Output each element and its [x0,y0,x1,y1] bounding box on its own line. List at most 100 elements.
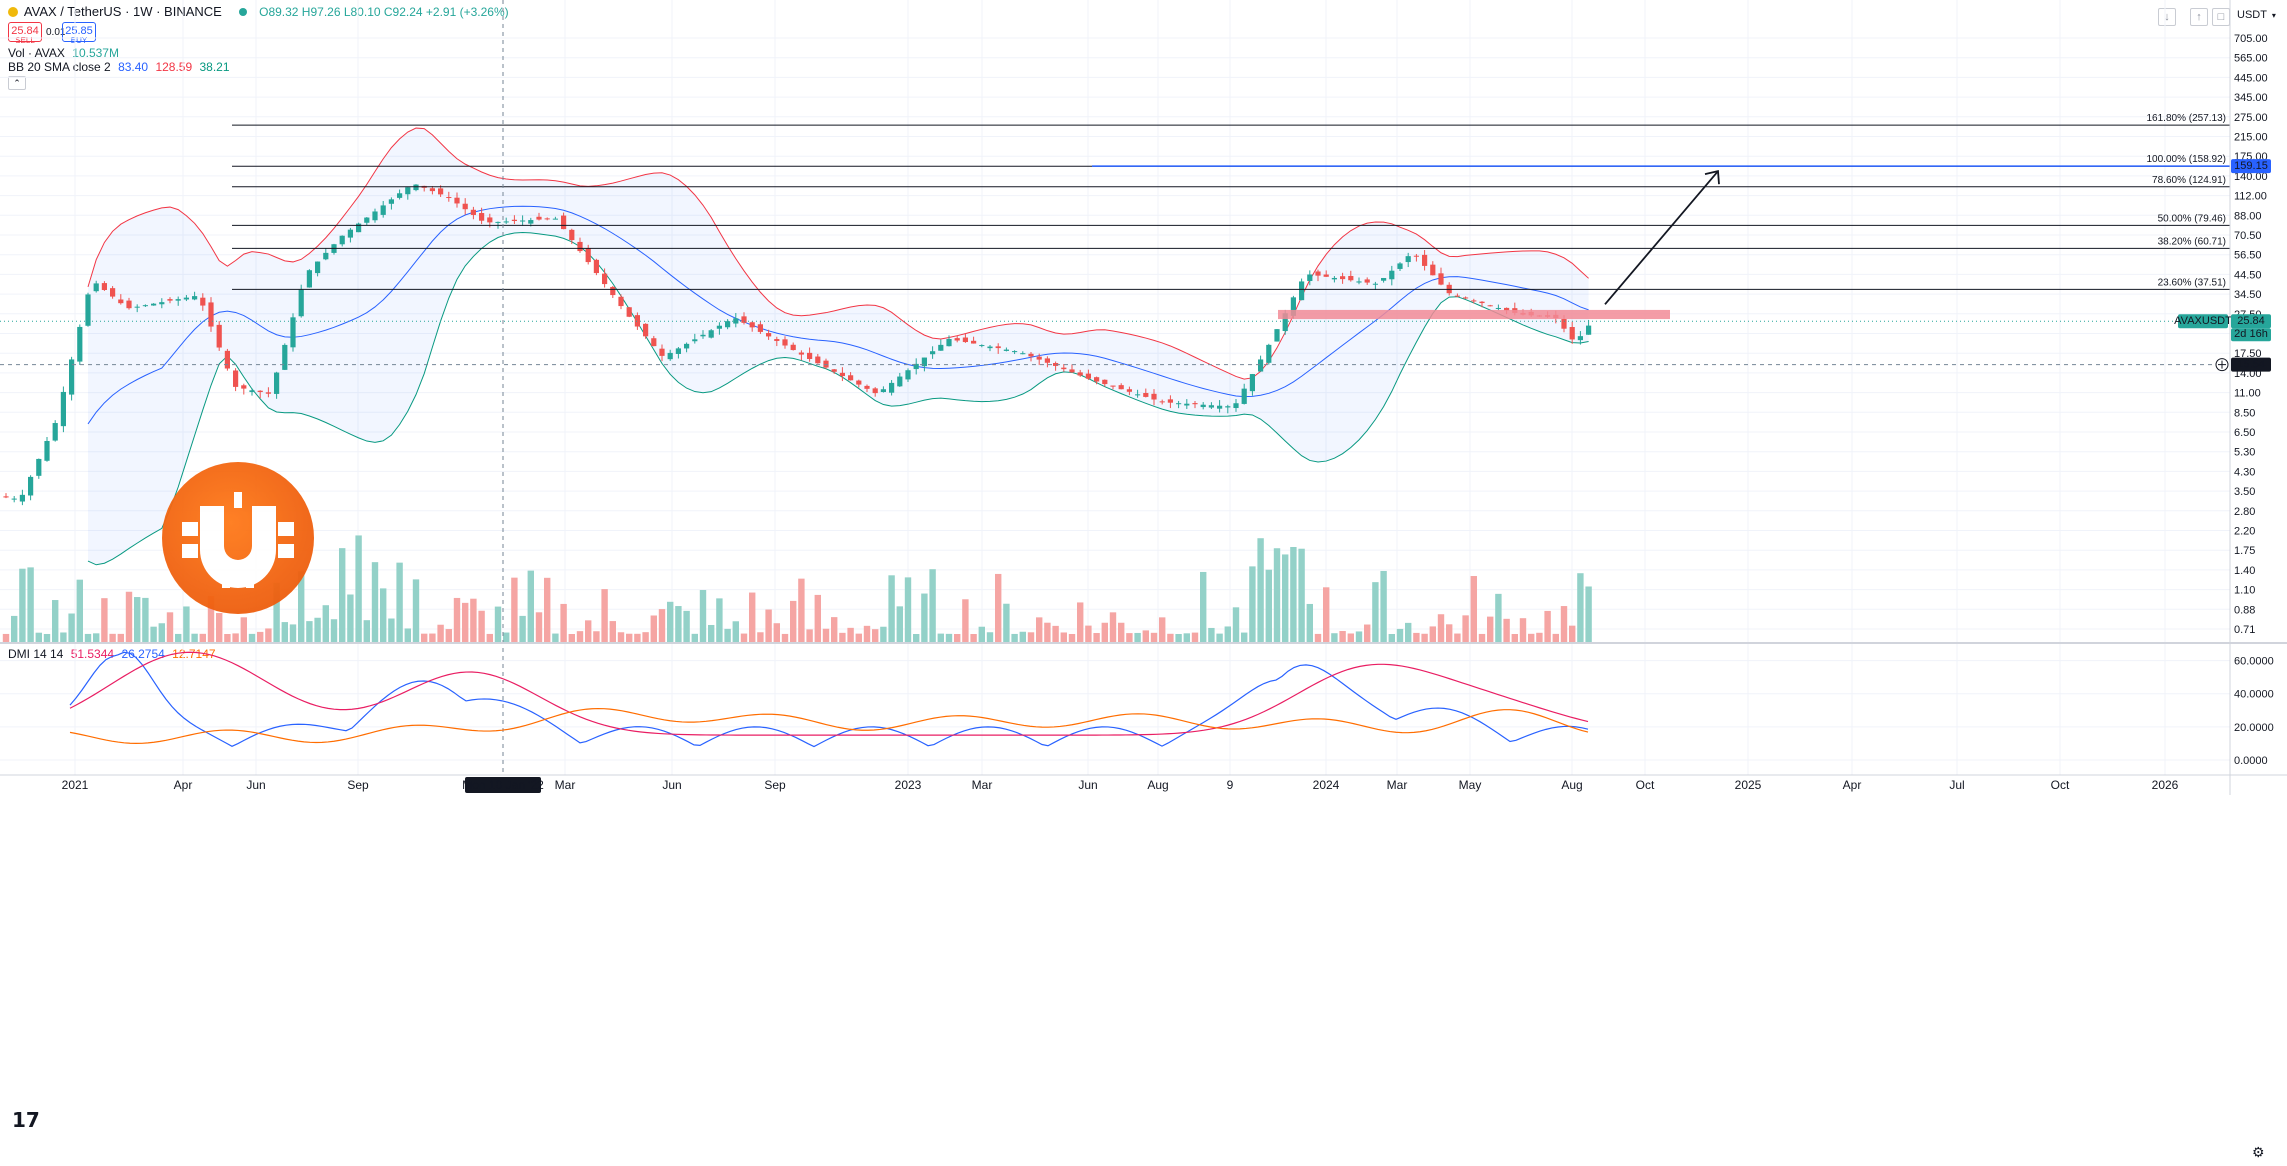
candle-body [1364,279,1370,283]
buy-button[interactable]: 25.85 BUY [62,22,96,45]
price-axis-label: 1.75 [2234,545,2255,557]
volume-bar [257,631,264,642]
candle-body [716,325,722,329]
last-price-badge-bg [2231,314,2271,329]
volume-bar [175,633,182,642]
volume-bar [289,624,297,642]
bollinger-fill [88,128,1589,565]
volume-bar [1372,582,1379,642]
candle-body [1126,389,1132,392]
countdown-badge-bg [2231,328,2271,342]
volume-bar [765,609,772,642]
volume-bar [412,579,420,642]
settings-gear-icon[interactable]: ⚙ [2252,1144,2265,1160]
volume-bar [642,632,649,642]
volume-bar [486,633,493,642]
ohlc-values: O89.32 H97.26 L80.10 C92.24 +2.91 (+3.26… [259,5,509,19]
volume-bar [1257,538,1264,642]
candle-body [634,315,640,327]
volume-bar [363,620,370,642]
candle-body [1036,356,1042,360]
sell-price: 25.84 [11,25,39,37]
time-axis-label: Aug [1561,778,1582,792]
volume-bar [216,613,223,642]
candle-body [1381,277,1387,281]
volume-bar [1175,633,1182,642]
volume-bar [1487,616,1494,642]
dmi-axis-label: 60.0000 [2234,656,2274,668]
volume-bar [1044,622,1051,642]
candle-body [429,188,435,192]
time-axis-label: 2021 [62,778,89,792]
bollinger-upper-line [87,127,1589,380]
volume-bar [847,627,854,642]
tradingview-logo-icon[interactable]: 17 [12,1108,40,1132]
candle-body [3,496,9,498]
candle-body [782,339,788,346]
candle-body [290,317,296,348]
candle-body [233,370,239,387]
price-axis-label: 140.00 [2234,171,2268,183]
symbol-legend[interactable]: AVAX / TetherUS · 1W · BINANCE O89.32 H9… [8,4,509,19]
volume-bar [1306,603,1313,642]
price-axis-label: 0.71 [2234,624,2255,636]
volume-bar [978,626,985,642]
resistance-zone [1278,309,1670,320]
volume-bar [986,632,994,642]
candle-body [971,340,977,344]
candle-body [815,356,821,364]
volume-bar [855,633,862,642]
bb-legend[interactable]: BB 20 SMA close 2 83.40 128.59 38.21 [8,60,230,74]
volume-bar [339,548,346,642]
volume-bar [380,588,387,642]
volume-bar [781,633,789,642]
price-axis-label: 275.00 [2234,112,2268,124]
sell-button[interactable]: 25.84 SELL [8,22,42,45]
candle-body [60,391,66,427]
volume-bar [207,595,215,642]
candle-body [708,330,714,338]
time-axis-label: Mar [972,778,993,792]
move-up-arrow-icon[interactable]: ↑ [2190,8,2208,26]
volume-bar [2,633,10,642]
candle-body [823,360,829,368]
volume-bar [527,570,534,642]
candle-body [274,372,280,394]
move-down-arrow-icon[interactable]: ↓ [2158,8,2176,26]
volume-bar [396,562,403,642]
volume-bar [1126,633,1133,642]
candle-body [1438,273,1444,285]
volume-bar [1101,622,1108,642]
volume-bar [1011,633,1018,642]
price-axis-label: 0.88 [2234,604,2255,616]
drawings [0,0,2230,775]
candle-body [93,283,99,292]
volume-bar [404,628,411,642]
candle-body [1159,401,1165,403]
currency-selector[interactable]: USDT ▾ [2237,7,2283,23]
volume-bar [322,605,329,642]
volume-bar [929,569,936,642]
candle-body [183,297,189,300]
volume-legend[interactable]: Vol · AVAX 10.537M [8,46,119,60]
volume-bar [265,628,272,642]
candle-body [142,305,148,307]
volume-bar [658,609,666,642]
volume-bar [462,602,469,642]
candle-body [1061,367,1067,370]
volume-bar [609,621,616,642]
collapse-legend-chevron-up-icon[interactable]: ⌃ [8,76,26,90]
candle-body [479,213,485,221]
candle-body [987,346,993,349]
volume-bar [273,582,280,642]
candle-body [1323,274,1329,277]
time-axis-label: Mar [555,778,576,792]
candle-body [364,217,370,223]
candle-body [577,241,583,252]
candle-body [1299,281,1305,301]
volume-bar [1019,631,1026,642]
candle-body [110,288,116,297]
price-axis-label: 1.40 [2234,565,2255,577]
